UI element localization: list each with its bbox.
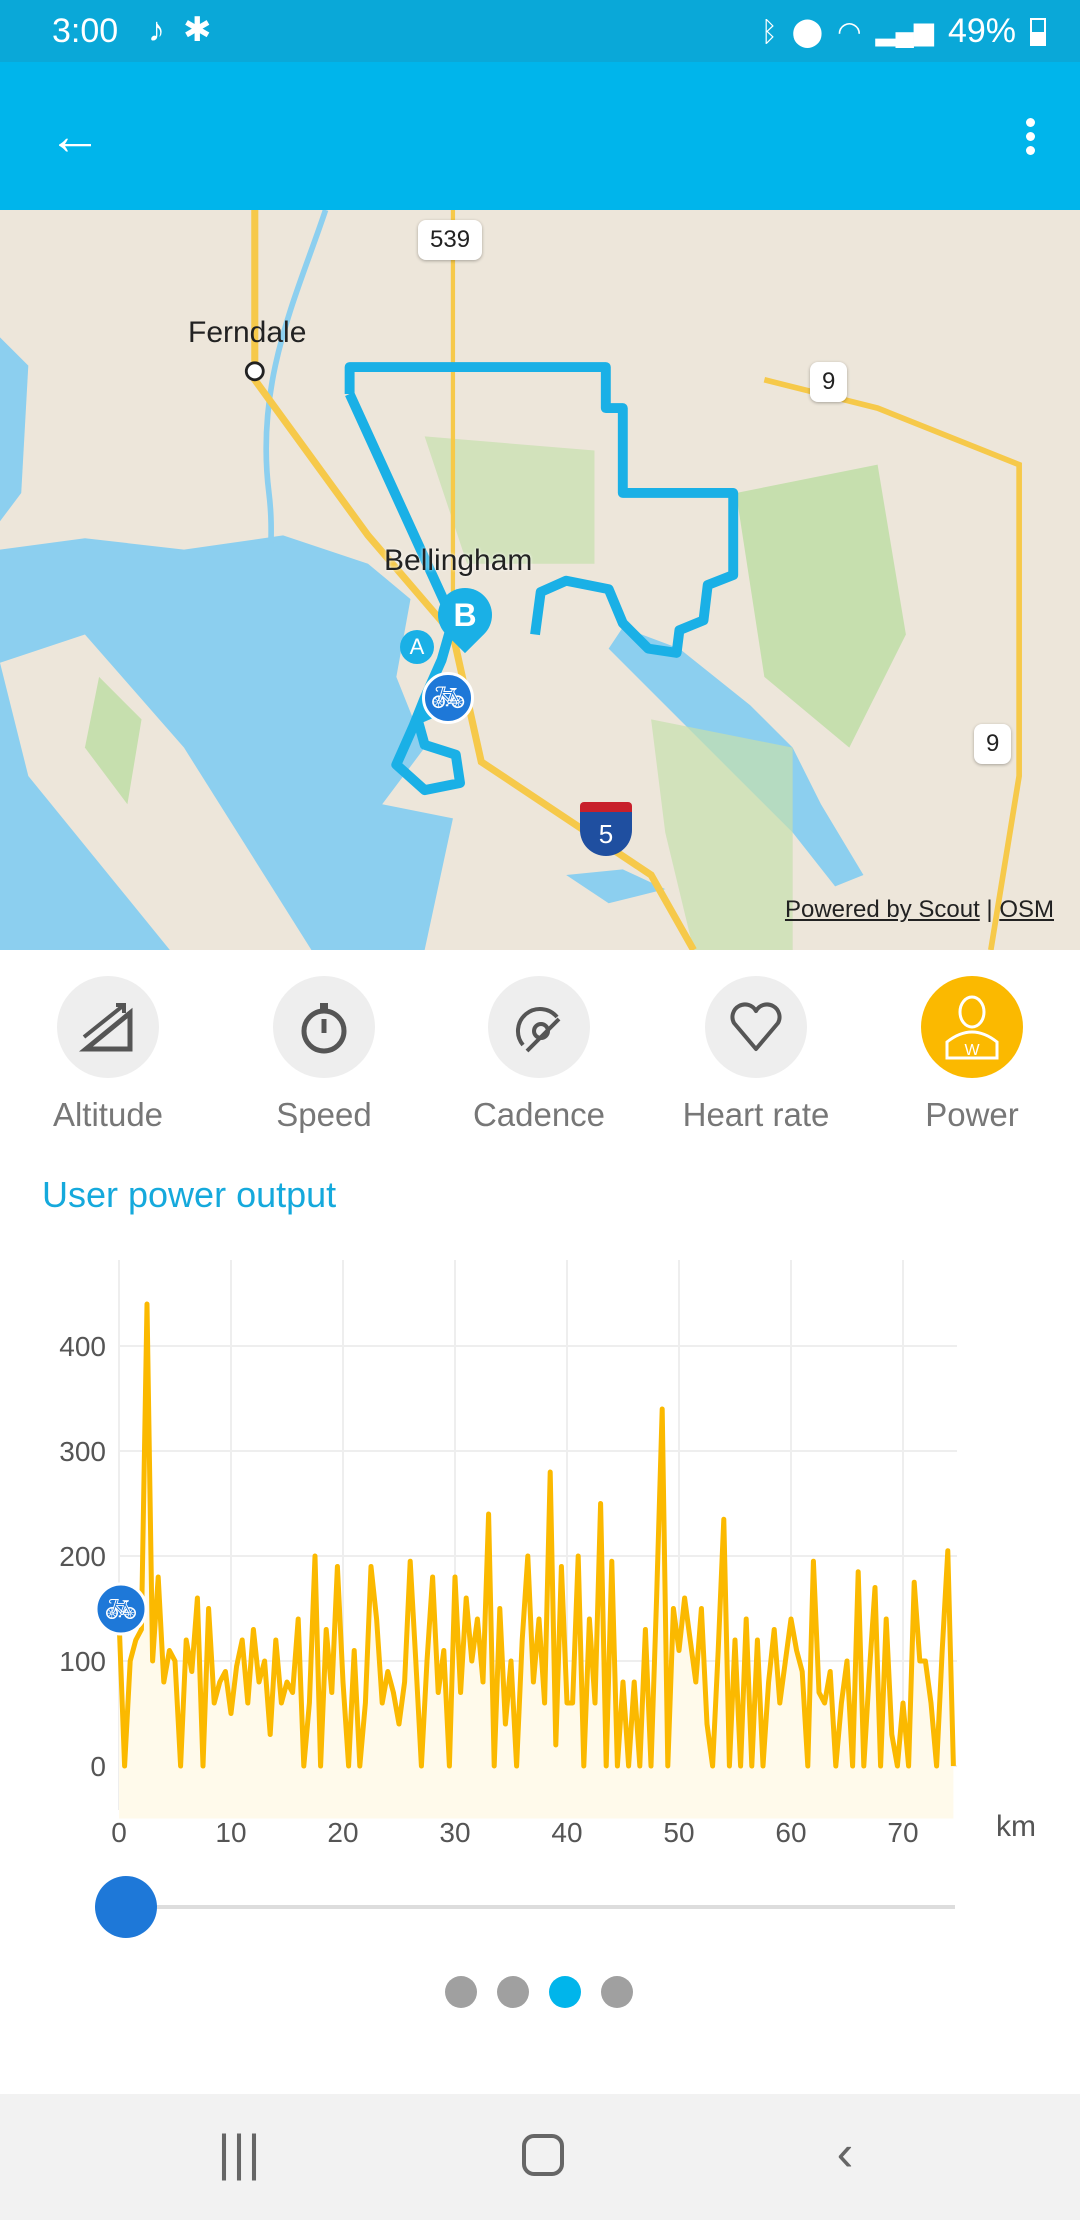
recent-apps-button[interactable]: ||| (205, 2124, 275, 2190)
metric-label: Power (925, 1096, 1019, 1133)
ferndale-dot (244, 361, 265, 382)
arrow-left-icon: ← (48, 106, 102, 166)
metric-label: Heart rate (682, 1096, 830, 1133)
series-area (119, 1304, 954, 1819)
page-dot[interactable] (445, 1976, 477, 2008)
metric-power[interactable]: W Power (872, 970, 1072, 1134)
bluetooth-icon: ᛒ (760, 15, 778, 47)
power-user-icon: W (945, 995, 999, 1060)
y-tick-label: 400 (59, 1331, 106, 1362)
notification-icons: ♪✱ (148, 10, 230, 50)
metric-speed[interactable]: Speed (224, 970, 424, 1134)
power-chart[interactable]: 0 10 20 30 40 50 60 70 0 100 200 300 400 km 🚲︎ (0, 1250, 1080, 1850)
cadence-icon (515, 1006, 561, 1053)
bicycle-position-marker (94, 1582, 148, 1636)
shield-9-right: 9 (974, 724, 1012, 764)
x-tick-label: 20 (327, 1817, 358, 1848)
park-peninsula (84, 676, 142, 805)
shield-9-top: 9 (810, 362, 848, 402)
metric-selector: Altitude Speed Cadence Heart rate W Powe… (0, 970, 1080, 1133)
y-tick-label: 100 (59, 1646, 106, 1677)
page-dot[interactable] (497, 1976, 529, 2008)
wifi-icon: ◠ (837, 16, 862, 47)
x-tick-label: 60 (775, 1817, 806, 1848)
route-line (344, 362, 739, 796)
battery-percent: 49% (947, 12, 1016, 50)
status-right: ᛒ ⬤ ◠ ▂▄▆ 49% (761, 12, 1046, 51)
land-peninsula (0, 634, 312, 950)
metric-altitude[interactable]: Altitude (8, 970, 208, 1134)
svg-text:W: W (964, 1042, 980, 1059)
x-tick-label: 70 (887, 1817, 918, 1848)
map-attribution: Powered by Scout | OSM (785, 896, 1054, 924)
x-axis-label: km (996, 1810, 1036, 1843)
stopwatch-icon (301, 1003, 347, 1054)
location-icon: ⬤ (791, 16, 824, 47)
home-icon (522, 2134, 564, 2176)
route-map[interactable]: Ferndale Bellingham 539 9 9 5 B A 🚲︎ Pow… (0, 210, 1080, 950)
page-dot-active[interactable] (549, 1976, 581, 2008)
x-tick-label: 10 (215, 1817, 246, 1848)
heart-icon (730, 1002, 782, 1051)
map-label-ferndale: Ferndale (188, 316, 307, 349)
music-note-icon: ♪ (148, 11, 183, 49)
signal-icon: ▂▄▆ (875, 16, 934, 46)
x-tick-label: 30 (439, 1817, 470, 1848)
lake-small (566, 869, 666, 904)
marker-a[interactable]: A (400, 630, 434, 664)
marker-b-label: B (453, 597, 477, 633)
shield-539: 539 (418, 220, 483, 260)
y-tick-label: 0 (90, 1751, 106, 1782)
osm-link[interactable]: OSM (999, 896, 1054, 923)
bicycle-icon[interactable]: 🚲︎ (422, 672, 474, 724)
power-series-line (116, 1301, 956, 1769)
nav-back-button[interactable]: ‹ (810, 2124, 880, 2190)
distance-slider[interactable] (95, 1876, 955, 1938)
river (263, 210, 329, 595)
park-east (736, 464, 906, 748)
shield-i5: 5 (580, 802, 632, 856)
water-west (0, 337, 29, 522)
slider-track[interactable] (125, 1905, 955, 1909)
chart-title: User power output (42, 1174, 337, 1215)
marker-b[interactable]: B (426, 576, 504, 654)
home-button[interactable] (508, 2124, 578, 2190)
status-time: 3:00 (52, 12, 119, 50)
page-indicator (445, 1976, 633, 2008)
status-bar: 3:00 ♪✱ ᛒ ⬤ ◠ ▂▄▆ 49% (0, 0, 1080, 62)
metric-cadence[interactable]: Cadence (439, 970, 639, 1134)
slider-thumb[interactable] (95, 1876, 157, 1938)
more-options-button[interactable] (1000, 106, 1060, 166)
page-dot[interactable] (601, 1976, 633, 2008)
metric-label: Cadence (472, 1096, 606, 1133)
back-icon: ‹ (836, 2125, 854, 2181)
x-tick-label: 50 (663, 1817, 694, 1848)
powered-by-scout-link[interactable]: Powered by Scout (784, 896, 980, 923)
y-tick-label: 200 (59, 1541, 106, 1572)
park-center (424, 436, 595, 564)
asterisk-icon: ✱ (183, 11, 230, 49)
battery-icon (1030, 17, 1046, 46)
x-tick-label: 40 (551, 1817, 582, 1848)
metric-label: Speed (276, 1096, 372, 1133)
x-tick-label: 0 (111, 1817, 127, 1848)
metric-heart-rate[interactable]: Heart rate (656, 970, 856, 1134)
back-button[interactable]: ← (48, 106, 108, 166)
metric-label: Altitude (52, 1096, 164, 1133)
system-nav-bar: ||| ‹ (0, 2094, 1080, 2220)
altitude-icon (78, 1003, 133, 1052)
map-canvas (0, 210, 1022, 950)
y-tick-label: 300 (59, 1436, 106, 1467)
recent-apps-icon: ||| (217, 2125, 263, 2181)
map-label-bellingham: Bellingham (384, 544, 533, 577)
attrib-separator: | (986, 896, 993, 923)
app-bar: ← (0, 62, 1080, 210)
park-south (651, 719, 793, 950)
bicycle-icon: 🚲︎ (104, 1594, 137, 1624)
